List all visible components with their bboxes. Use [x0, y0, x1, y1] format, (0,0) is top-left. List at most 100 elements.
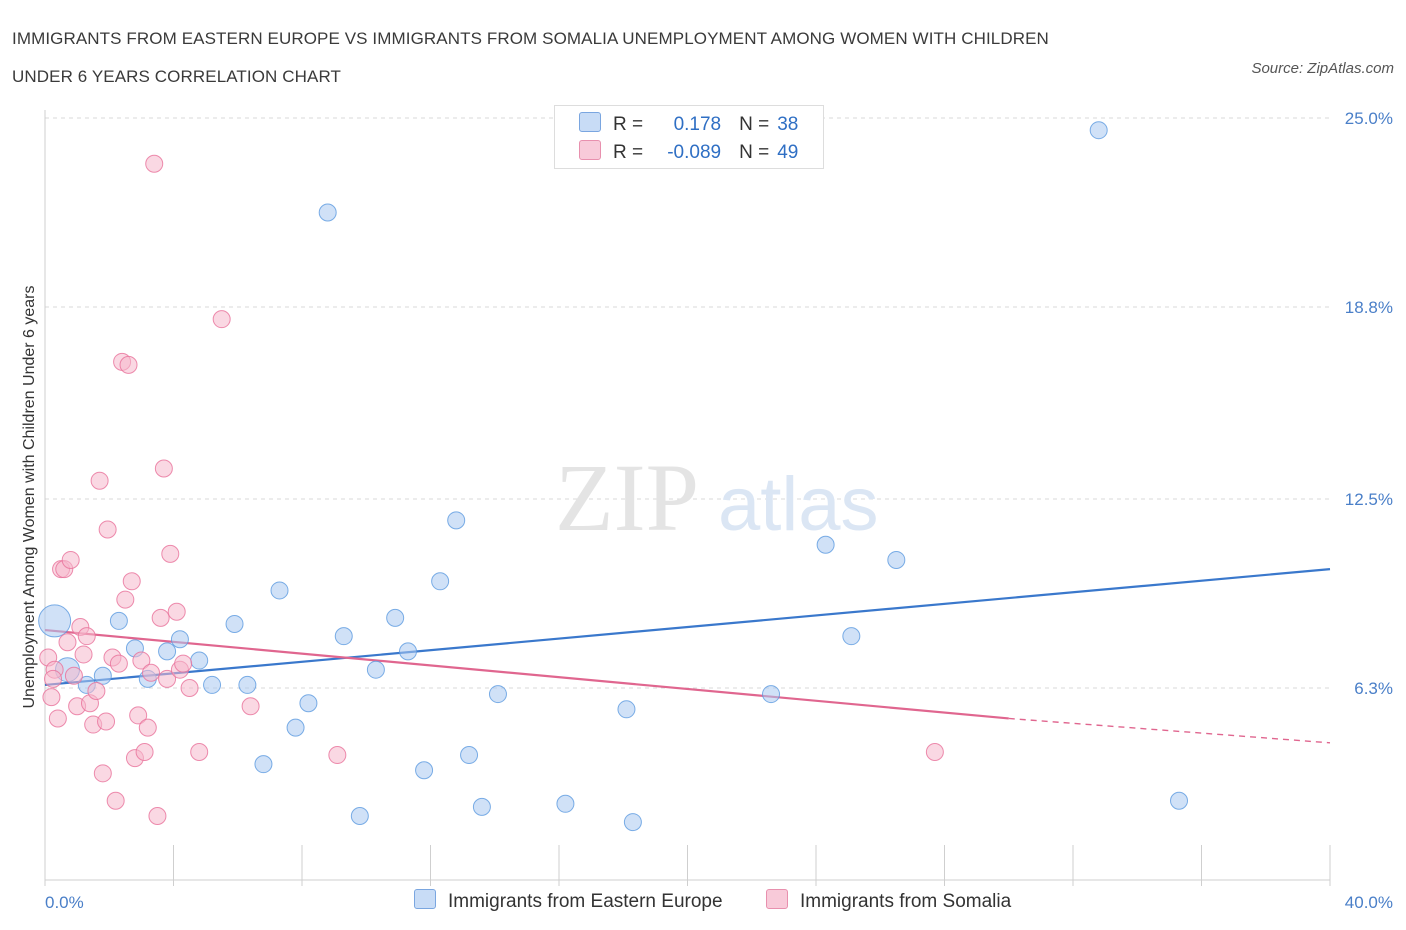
legend-r-value: 0.178	[673, 114, 722, 135]
data-point	[286, 718, 305, 737]
data-point	[58, 633, 77, 652]
bottom-legend-somalia: Immigrants from Somalia	[766, 889, 1011, 913]
data-point	[74, 645, 93, 664]
data-point	[151, 608, 170, 627]
data-point	[842, 627, 861, 646]
legend-n-value: 49	[777, 142, 799, 163]
data-point	[816, 535, 835, 554]
data-point	[87, 682, 106, 701]
trend-line-eastern-europe	[44, 568, 1331, 687]
data-point	[203, 675, 222, 694]
data-point	[161, 544, 180, 563]
watermark-zip: ZIP	[555, 444, 699, 551]
x-tick-label: 0.0%	[45, 893, 84, 912]
legend-swatch-eastern-europe	[579, 112, 601, 132]
y-tick-label: 6.3%	[1354, 679, 1393, 698]
data-point	[167, 602, 186, 621]
y-axis-label: Unemployment Among Women with Children U…	[21, 285, 38, 708]
bottom-legend-label-somalia: Immigrants from Somalia	[800, 891, 1012, 912]
data-point	[119, 355, 138, 374]
data-point	[145, 154, 164, 173]
trend-line-somalia-extrapolated	[1008, 717, 1331, 744]
data-point	[366, 660, 385, 679]
data-point	[132, 651, 151, 670]
series-somalia	[39, 154, 944, 825]
data-point	[415, 761, 434, 780]
data-point	[44, 669, 63, 688]
data-point	[142, 663, 161, 682]
data-point	[77, 627, 96, 646]
data-point	[61, 550, 80, 569]
x-tick-labels: 0.0% 40.0%	[45, 893, 1393, 912]
legend-r-value: -0.089	[667, 142, 722, 163]
data-point	[190, 651, 209, 670]
data-point	[617, 700, 636, 719]
data-point	[212, 310, 231, 329]
data-point	[138, 718, 157, 737]
bottom-legend-swatch-somalia	[766, 889, 788, 909]
watermark-atlas: atlas	[718, 462, 879, 547]
data-point	[447, 511, 466, 530]
bottom-legend-label-eastern-europe: Immigrants from Eastern Europe	[448, 891, 723, 912]
data-point	[241, 697, 260, 716]
data-point	[106, 791, 125, 810]
data-point	[1089, 121, 1108, 140]
data-points	[38, 121, 1189, 832]
data-point	[48, 709, 67, 728]
data-point	[254, 755, 273, 774]
trend-lines	[44, 568, 1331, 744]
data-point	[98, 520, 117, 539]
data-point	[488, 685, 507, 704]
data-point	[135, 742, 154, 761]
chart-title-line1: IMMIGRANTS FROM EASTERN EUROPE VS IMMIGR…	[12, 29, 1049, 48]
data-point	[64, 666, 83, 685]
data-point	[158, 642, 177, 661]
data-point	[887, 550, 906, 569]
data-point	[116, 590, 135, 609]
legend: R = 0.178 N = 38 R = -0.089 N = 49	[554, 105, 824, 169]
data-point	[472, 797, 491, 816]
data-point	[1170, 791, 1189, 810]
data-point	[925, 742, 944, 761]
axes	[44, 110, 1331, 886]
y-tick-label: 18.8%	[1345, 298, 1393, 317]
bottom-legend-swatch-eastern-europe	[414, 889, 436, 909]
data-point	[93, 764, 112, 783]
y-tick-labels: 6.3% 12.5% 18.8% 25.0%	[1345, 109, 1393, 698]
legend-r-label: R =	[613, 114, 644, 135]
data-point	[350, 806, 369, 825]
data-point	[299, 694, 318, 713]
data-point	[556, 794, 575, 813]
data-point	[90, 471, 109, 490]
legend-swatch-somalia	[579, 140, 601, 160]
data-point	[42, 688, 61, 707]
chart-title-line2: UNDER 6 YEARS CORRELATION CHART	[12, 67, 341, 86]
trend-line-somalia	[44, 628, 1009, 720]
legend-r-label: R =	[613, 142, 644, 163]
data-point	[38, 604, 72, 638]
y-tick-label: 12.5%	[1345, 490, 1393, 509]
bottom-legend-eastern-europe: Immigrants from Eastern Europe	[414, 889, 723, 913]
data-point	[170, 630, 189, 649]
data-point	[318, 203, 337, 222]
data-point	[154, 459, 173, 478]
data-point	[97, 712, 116, 731]
data-point	[238, 675, 257, 694]
chart-title: IMMIGRANTS FROM EASTERN EUROPE VS IMMIGR…	[12, 20, 1212, 96]
data-point	[270, 581, 289, 600]
data-point	[109, 654, 128, 673]
data-point	[762, 685, 781, 704]
legend-row-eastern-europe: R = 0.178 N = 38	[579, 112, 798, 136]
bottom-legend: Immigrants from Eastern Europe Immigrant…	[0, 889, 1406, 915]
legend-row-somalia: R = -0.089 N = 49	[579, 140, 798, 164]
data-point	[148, 806, 167, 825]
data-point	[180, 678, 199, 697]
grid-lines	[45, 117, 1330, 689]
data-point	[623, 813, 642, 832]
data-point	[328, 746, 347, 765]
legend-n-value: 38	[777, 114, 799, 135]
x-tick-label: 40.0%	[1345, 893, 1393, 912]
data-point	[190, 742, 209, 761]
data-point	[174, 654, 193, 673]
